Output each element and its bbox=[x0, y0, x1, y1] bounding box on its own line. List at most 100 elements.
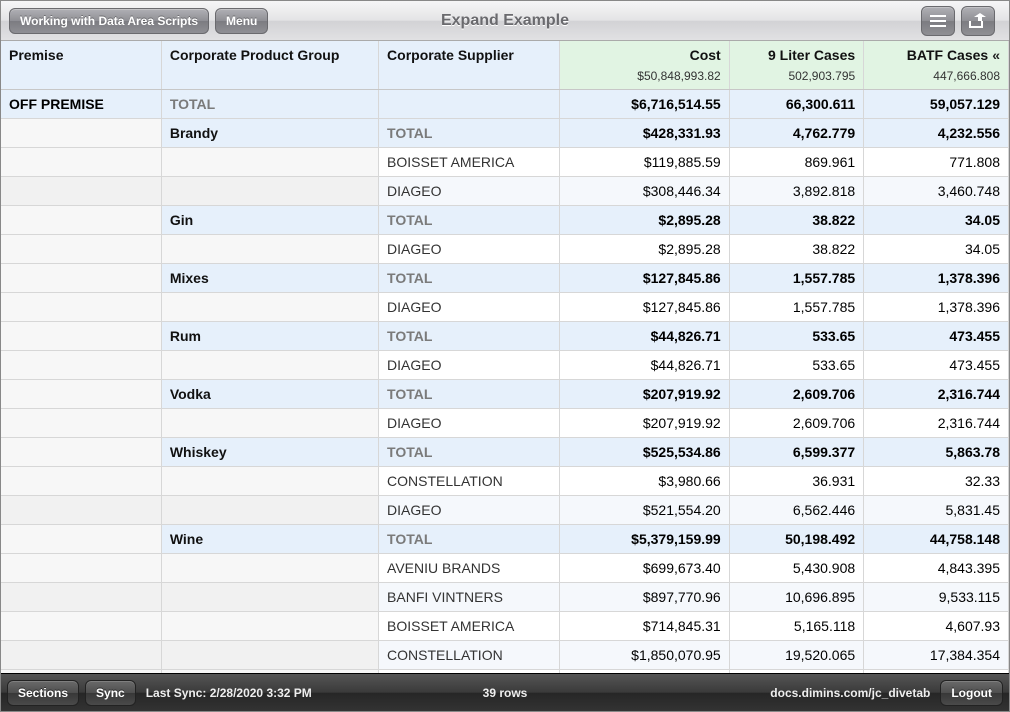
cell-group bbox=[161, 611, 378, 640]
table-row[interactable]: RumTOTAL$44,826.71533.65473.455 bbox=[1, 321, 1009, 350]
sections-button-label: Sections bbox=[18, 686, 68, 700]
table-row[interactable]: BOISSET AMERICA$714,845.315,165.1184,607… bbox=[1, 611, 1009, 640]
table-row[interactable]: DIAGEO$308,446.343,892.8183,460.748 bbox=[1, 176, 1009, 205]
cell-cases9l: 869.961 bbox=[729, 147, 863, 176]
cell-cost: $308,446.34 bbox=[560, 176, 730, 205]
cell-group: Brandy bbox=[161, 118, 378, 147]
cell-group: Vodka bbox=[161, 379, 378, 408]
cell-cost: $119,885.59 bbox=[560, 147, 730, 176]
col-header-batf[interactable]: BATF Cases«447,666.808 bbox=[864, 41, 1009, 89]
cell-batf: 4,843.395 bbox=[864, 553, 1009, 582]
table-row[interactable]: DIAGEO$2,895.2838.82234.05 bbox=[1, 234, 1009, 263]
cell-cost: $2,895.28 bbox=[560, 234, 730, 263]
table-row[interactable]: BrandyTOTAL$428,331.934,762.7794,232.556 bbox=[1, 118, 1009, 147]
table-row[interactable]: CONSTELLATION$1,850,070.9519,520.06517,3… bbox=[1, 640, 1009, 669]
cell-premise bbox=[1, 524, 161, 553]
table-row[interactable]: OFF PREMISETOTAL$6,716,514.5566,300.6115… bbox=[1, 89, 1009, 118]
cell-premise bbox=[1, 408, 161, 437]
cell-group: Wine bbox=[161, 524, 378, 553]
cell-batf: 771.808 bbox=[864, 147, 1009, 176]
cell-cases9l: 533.65 bbox=[729, 321, 863, 350]
col-header-supplier[interactable]: Corporate Supplier bbox=[379, 41, 560, 89]
cell-group bbox=[161, 640, 378, 669]
table-row[interactable]: DIAGEO$127,845.861,557.7851,378.396 bbox=[1, 292, 1009, 321]
cell-batf: 1,378.396 bbox=[864, 292, 1009, 321]
table-row[interactable]: DIAGEO$207,919.922,609.7062,316.744 bbox=[1, 408, 1009, 437]
cell-cost: $525,534.86 bbox=[560, 437, 730, 466]
col-header-premise[interactable]: Premise bbox=[1, 41, 161, 89]
cell-cases9l: 533.65 bbox=[729, 350, 863, 379]
sections-button[interactable]: Sections bbox=[7, 680, 79, 706]
logout-button[interactable]: Logout bbox=[940, 680, 1003, 706]
cell-cost: $1,850,070.95 bbox=[560, 640, 730, 669]
col-header-label: Corporate Supplier bbox=[387, 47, 514, 63]
hamburger-button[interactable] bbox=[921, 6, 955, 36]
back-button-label: Working with Data Area Scripts bbox=[20, 14, 198, 28]
table-scroll[interactable]: PremiseCorporate Product Group Corporate … bbox=[1, 41, 1009, 673]
cell-cost: $207,919.92 bbox=[560, 379, 730, 408]
cell-group bbox=[161, 408, 378, 437]
cell-cases9l: 66,300.611 bbox=[729, 89, 863, 118]
table-row[interactable]: MixesTOTAL$127,845.861,557.7851,378.396 bbox=[1, 263, 1009, 292]
share-icon bbox=[969, 13, 987, 29]
table-row[interactable]: CONSTELLATION$3,980.6636.93132.33 bbox=[1, 466, 1009, 495]
table-row[interactable]: WineTOTAL$5,379,159.9950,198.49244,758.1… bbox=[1, 524, 1009, 553]
cell-supplier: AVENIU BRANDS bbox=[379, 553, 560, 582]
last-sync-text: Last Sync: 2/28/2020 3:32 PM bbox=[146, 686, 312, 700]
data-table: PremiseCorporate Product Group Corporate … bbox=[1, 41, 1009, 673]
cell-supplier: TOTAL bbox=[379, 118, 560, 147]
table-row[interactable]: BANFI VINTNERS$897,770.9610,696.8959,533… bbox=[1, 582, 1009, 611]
cell-cases9l: 5,430.908 bbox=[729, 553, 863, 582]
table-row[interactable]: GinTOTAL$2,895.2838.82234.05 bbox=[1, 205, 1009, 234]
cell-group: TOTAL bbox=[161, 89, 378, 118]
cell-cost: $699,673.40 bbox=[560, 553, 730, 582]
share-button[interactable] bbox=[961, 6, 995, 36]
cell-batf: 4,607.93 bbox=[864, 611, 1009, 640]
cell-premise bbox=[1, 292, 161, 321]
cell-batf: 2,316.744 bbox=[864, 408, 1009, 437]
cell-premise bbox=[1, 437, 161, 466]
cell-cost: $6,716,514.55 bbox=[560, 89, 730, 118]
col-header-cases9l[interactable]: 9 Liter Cases502,903.795 bbox=[729, 41, 863, 89]
cell-batf: 3,460.748 bbox=[864, 176, 1009, 205]
cell-group bbox=[161, 350, 378, 379]
cell-cases9l: 38.822 bbox=[729, 234, 863, 263]
cell-cases9l: 19,520.065 bbox=[729, 640, 863, 669]
cell-batf: 32.33 bbox=[864, 466, 1009, 495]
table-row[interactable]: BOISSET AMERICA$119,885.59869.961771.808 bbox=[1, 147, 1009, 176]
col-header-cost[interactable]: Cost$50,848,993.82 bbox=[560, 41, 730, 89]
cell-cost: $897,770.96 bbox=[560, 582, 730, 611]
table-row[interactable]: VodkaTOTAL$207,919.922,609.7062,316.744 bbox=[1, 379, 1009, 408]
table-row[interactable]: WhiskeyTOTAL$525,534.866,599.3775,863.78 bbox=[1, 437, 1009, 466]
cell-batf: 1,378.396 bbox=[864, 263, 1009, 292]
cell-cases9l: 2,609.706 bbox=[729, 408, 863, 437]
cell-batf: 34.05 bbox=[864, 234, 1009, 263]
cell-group: Mixes bbox=[161, 263, 378, 292]
cell-cases9l: 1,557.785 bbox=[729, 292, 863, 321]
cell-batf: 9,533.115 bbox=[864, 582, 1009, 611]
back-button[interactable]: Working with Data Area Scripts bbox=[9, 8, 209, 34]
cell-premise bbox=[1, 582, 161, 611]
table-row[interactable]: DIAGEO$44,826.71533.65473.455 bbox=[1, 350, 1009, 379]
cell-premise bbox=[1, 321, 161, 350]
cell-premise bbox=[1, 466, 161, 495]
cell-cases9l: 5,165.118 bbox=[729, 611, 863, 640]
cell-cases9l: 50,198.492 bbox=[729, 524, 863, 553]
col-header-group[interactable]: Corporate Product Group bbox=[161, 41, 378, 89]
menu-button[interactable]: Menu bbox=[215, 8, 268, 34]
cell-supplier: TOTAL bbox=[379, 379, 560, 408]
cell-group bbox=[161, 147, 378, 176]
cell-supplier: TOTAL bbox=[379, 263, 560, 292]
col-header-label: BATF Cases bbox=[907, 47, 988, 63]
cell-supplier: DIAGEO bbox=[379, 234, 560, 263]
table-row[interactable]: AVENIU BRANDS$699,673.405,430.9084,843.3… bbox=[1, 553, 1009, 582]
table-row[interactable]: DIAGEO$521,554.206,562.4465,831.45 bbox=[1, 495, 1009, 524]
col-header-label: Cost bbox=[690, 47, 721, 63]
collapse-icon[interactable]: « bbox=[992, 47, 1000, 63]
page-title: Expand Example bbox=[441, 12, 569, 29]
sync-button[interactable]: Sync bbox=[85, 680, 136, 706]
cell-batf: 44,758.148 bbox=[864, 524, 1009, 553]
cell-premise bbox=[1, 147, 161, 176]
cell-group: Gin bbox=[161, 205, 378, 234]
cell-cost: $44,826.71 bbox=[560, 321, 730, 350]
